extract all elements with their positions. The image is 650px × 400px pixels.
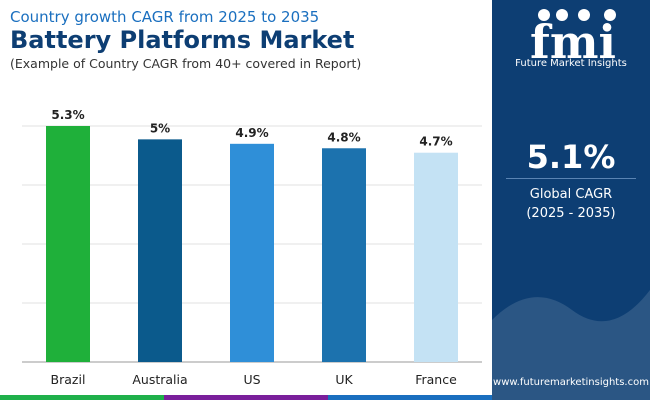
chart-subtitle: Country growth CAGR from 2025 to 2035 xyxy=(10,8,320,26)
bar-brazil xyxy=(46,126,90,362)
data-label-uk: 4.8% xyxy=(327,130,360,144)
chart-note: (Example of Country CAGR from 40+ covere… xyxy=(10,56,362,71)
bar-france xyxy=(414,152,458,362)
data-label-us: 4.9% xyxy=(235,126,268,140)
data-label-brazil: 5.3% xyxy=(51,108,84,122)
bar-uk xyxy=(322,148,366,362)
panel-divider xyxy=(506,178,636,179)
global-cagr-value: 5.1% xyxy=(526,138,616,176)
side-panel: fmi Future Market Insights 5.1% Global C… xyxy=(492,0,650,400)
header: Country growth CAGR from 2025 to 2035 Ba… xyxy=(0,0,492,80)
logo-lettering: fmi xyxy=(530,15,616,68)
bar-chart-svg: 5.3% Brazil 5% Australia 4.9% US 4.8% UK 4.7% Fra… xyxy=(22,108,482,387)
x-tick-label-us: US xyxy=(243,372,260,387)
x-tick-label-france: France xyxy=(415,372,457,387)
stripe-purple xyxy=(164,395,328,400)
chart-title: Battery Platforms Market xyxy=(10,26,355,54)
global-cagr-label: Global CAGR xyxy=(529,187,613,202)
x-tick-label-australia: Australia xyxy=(132,372,187,387)
fmi-logo-icon: fmi xyxy=(530,9,616,68)
global-cagr-period: (2025 - 2035) xyxy=(526,206,616,221)
website-link[interactable]: www.futuremarketinsights.com xyxy=(493,377,649,388)
bar-us xyxy=(230,143,274,362)
x-tick-label-uk: UK xyxy=(335,372,353,387)
stripe-blue xyxy=(328,395,492,400)
data-label-france: 4.7% xyxy=(419,135,452,149)
decorative-wave-icon xyxy=(492,290,650,400)
stripe-green xyxy=(0,395,164,400)
data-label-australia: 5% xyxy=(150,121,170,135)
logo-caption: Future Market Insights xyxy=(515,58,627,69)
bar-chart: 5.3% Brazil 5% Australia 4.9% US 4.8% UK 4.7% Fra… xyxy=(0,80,492,400)
bar-australia xyxy=(138,139,182,362)
bottom-color-stripe xyxy=(0,395,492,400)
x-tick-label-brazil: Brazil xyxy=(51,372,86,387)
